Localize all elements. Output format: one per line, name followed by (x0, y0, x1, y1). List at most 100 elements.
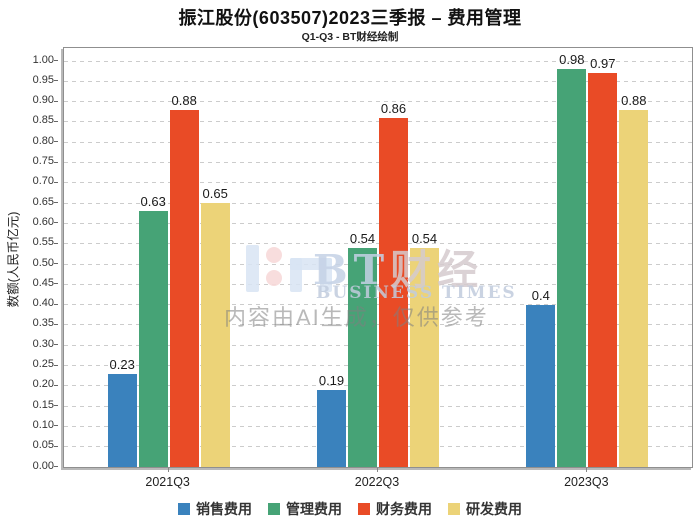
legend-swatch (178, 503, 190, 515)
legend: 销售费用 管理费用 财务费用 研发费用 (0, 499, 700, 519)
bar-研发费用-2021Q3 (200, 203, 230, 467)
bar-财务费用-2023Q3 (588, 73, 618, 467)
gridline (64, 162, 692, 163)
legend-swatch (268, 503, 280, 515)
bar-管理费用-2023Q3 (557, 69, 587, 467)
gridline (64, 60, 692, 62)
x-tick-mark (377, 468, 378, 472)
bar-销售费用-2023Q3 (526, 304, 556, 467)
bar-销售费用-2021Q3 (107, 373, 137, 467)
x-tick-label-2022Q3: 2022Q3 (354, 475, 400, 489)
y-tick-mark (54, 222, 58, 224)
y-axis-ticks: 0.00 0.05 0.10 0.15 0.20 0.25 0.30 0.35 0.40 0.45… (0, 47, 58, 472)
bar-研发费用-2022Q3 (410, 247, 439, 467)
y-tick-mark (54, 60, 58, 61)
legend-item-管理费用: 管理费用 (268, 499, 342, 519)
gridline (64, 80, 692, 82)
bar-value-label: 0.4 (531, 287, 550, 303)
y-tick-label: 0.20 (32, 378, 54, 391)
legend-swatch (448, 503, 460, 515)
bar-value-label: 0.19 (318, 372, 345, 388)
y-tick-label: 0.95 (32, 73, 54, 86)
y-tick-mark (54, 466, 58, 467)
gridline (64, 324, 692, 326)
y-tick-label: 0.70 (32, 175, 54, 188)
y-tick-label: 1.00 (32, 53, 54, 66)
bar-value-label: 0.23 (109, 356, 135, 372)
y-tick-label: 0.35 (32, 317, 54, 330)
y-tick-label: 0.50 (32, 256, 54, 269)
y-tick-label: 0.05 (32, 439, 54, 452)
x-tick-mark (167, 468, 169, 472)
y-tick-label: 0.65 (32, 195, 54, 208)
y-tick-mark (54, 263, 58, 264)
y-tick-mark (54, 100, 58, 102)
legend-label: 销售费用 (196, 501, 252, 517)
bar-value-label: 0.54 (349, 230, 376, 246)
gridline (64, 446, 692, 448)
y-tick-mark (54, 181, 58, 183)
gridline (64, 283, 692, 285)
bar-财务费用-2021Q3 (169, 109, 199, 467)
bar-销售费用-2022Q3 (317, 389, 346, 467)
y-tick-label: 0.80 (32, 134, 54, 147)
legend-label: 财务费用 (376, 501, 432, 517)
bar-财务费用-2022Q3 (379, 117, 408, 467)
y-tick-mark (54, 202, 58, 204)
y-tick-mark (54, 303, 58, 305)
legend-swatch (358, 503, 370, 515)
legend-item-销售费用: 销售费用 (178, 499, 252, 519)
y-tick-mark (54, 364, 58, 366)
bar-value-label: 0.88 (171, 92, 197, 108)
y-tick-label: 0.60 (32, 215, 54, 228)
gridline (64, 141, 692, 143)
y-tick-mark (54, 405, 58, 407)
gridline (64, 304, 692, 306)
bar-value-label: 0.65 (202, 186, 228, 202)
gridline (64, 344, 692, 346)
gridline (64, 202, 692, 204)
gridline (64, 365, 692, 366)
y-tick-label: 0.75 (32, 155, 54, 167)
gridline (64, 263, 692, 265)
y-tick-label: 0.10 (32, 418, 54, 431)
x-tick-mark (586, 468, 588, 472)
x-axis: 2021Q3 2022Q3 2023Q3 (63, 466, 691, 496)
y-tick-mark (54, 141, 58, 143)
x-tick-label-2021Q3: 2021Q3 (145, 475, 190, 489)
bar-value-label: 0.97 (590, 56, 616, 72)
y-tick-label: 0.00 (32, 459, 54, 472)
y-tick-label: 0.90 (32, 94, 54, 107)
y-tick-mark (54, 161, 58, 163)
y-tick-label: 0.55 (32, 236, 54, 249)
bar-管理费用-2021Q3 (138, 211, 168, 467)
y-tick-mark (54, 344, 58, 346)
gridline (64, 222, 692, 224)
chart-subtitle: Q1-Q3 - BT财经绘制 (301, 31, 399, 43)
y-tick-label: 0.45 (32, 276, 54, 289)
y-tick-label: 0.40 (32, 297, 54, 310)
gridline (64, 121, 692, 123)
bar-value-label: 0.98 (559, 52, 585, 68)
y-tick-mark (54, 445, 58, 447)
bar-研发费用-2023Q3 (619, 109, 649, 467)
gridline (64, 385, 692, 387)
gridline (64, 405, 692, 407)
y-tick-label: 0.25 (32, 358, 54, 370)
y-tick-mark (54, 120, 58, 122)
gridline (64, 243, 692, 245)
bar-value-label: 0.54 (411, 230, 438, 246)
bar-管理费用-2022Q3 (348, 247, 377, 467)
y-tick-mark (54, 323, 58, 325)
y-tick-mark (54, 283, 58, 285)
legend-label: 管理费用 (286, 501, 342, 517)
bar-value-label: 0.86 (380, 100, 407, 116)
y-tick-mark (54, 242, 58, 244)
y-tick-mark (54, 384, 58, 386)
y-tick-mark (54, 425, 58, 427)
gridline (64, 101, 692, 103)
y-tick-label: 0.30 (32, 337, 54, 350)
gridline (64, 425, 692, 427)
bar-value-label: 0.88 (621, 92, 647, 108)
